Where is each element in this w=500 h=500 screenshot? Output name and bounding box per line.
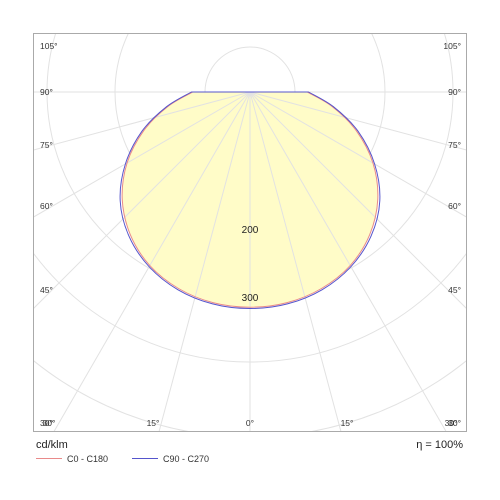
series-c90-c270-curve bbox=[119, 91, 381, 310]
bottom-label-0: 0° bbox=[246, 418, 254, 428]
left-label-60: 60° bbox=[40, 201, 53, 211]
bottom-angle-labels: 30° 15° 0° 15° 30° bbox=[43, 418, 458, 428]
grid-spoke bbox=[249, 91, 466, 218]
left-label-45: 45° bbox=[40, 285, 53, 295]
grid-spoke bbox=[34, 91, 251, 309]
legend: C0 - C180 C90 - C270 bbox=[36, 454, 209, 464]
bottom-label-15-left: 15° bbox=[147, 418, 160, 428]
grid-spoke bbox=[34, 91, 251, 218]
right-label-60: 60° bbox=[448, 201, 461, 211]
ring-label-200: 200 bbox=[242, 225, 259, 236]
ring-label-300: 300 bbox=[242, 293, 259, 304]
right-label-90: 90° bbox=[448, 87, 461, 97]
grid-spoke bbox=[249, 91, 466, 151]
right-label-45: 45° bbox=[448, 285, 461, 295]
right-angle-labels: 105° 90° 75° 60° 45° 30° bbox=[443, 41, 461, 428]
right-label-105: 105° bbox=[443, 41, 461, 51]
grid-spoke bbox=[249, 91, 342, 431]
efficiency-label: η = 100% bbox=[416, 439, 463, 451]
legend-label-c90-c270: C90 - C270 bbox=[163, 454, 209, 464]
series-curves bbox=[119, 91, 381, 310]
left-label-90: 90° bbox=[40, 87, 53, 97]
bottom-label-30-right: 30° bbox=[445, 418, 458, 428]
units-label: cd/klm bbox=[36, 439, 68, 451]
grid-spoke bbox=[249, 91, 466, 309]
bottom-label-15-right: 15° bbox=[341, 418, 354, 428]
right-label-75: 75° bbox=[448, 140, 461, 150]
left-label-75: 75° bbox=[40, 140, 53, 150]
right-label-30: 30° bbox=[448, 418, 461, 428]
left-label-30: 30° bbox=[40, 418, 53, 428]
left-angle-labels: 105° 90° 75° 60° 45° 30° bbox=[40, 41, 58, 428]
grid-spoke bbox=[158, 91, 251, 431]
legend-label-c0-c180: C0 - C180 bbox=[67, 454, 108, 464]
left-label-105: 105° bbox=[40, 41, 58, 51]
bottom-label-30-left: 30° bbox=[43, 418, 56, 428]
series-c0-c180-curve bbox=[121, 91, 379, 308]
grid-spoke bbox=[34, 91, 251, 151]
